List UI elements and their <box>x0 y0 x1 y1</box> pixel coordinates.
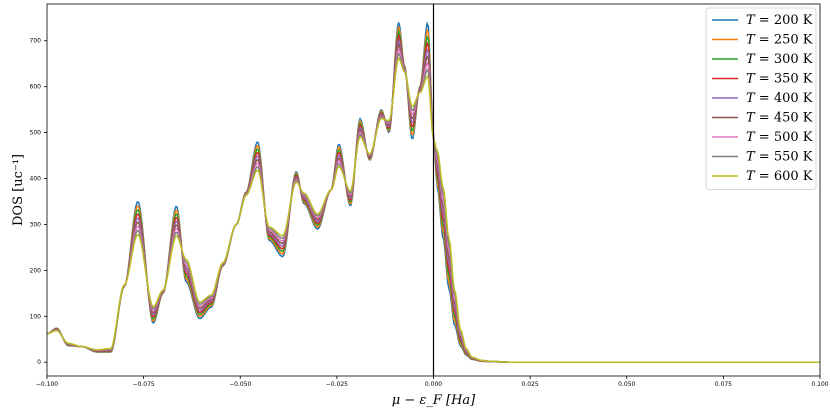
x-axis-label: μ − ε_F [Ha] <box>392 393 476 408</box>
y-tick-label: 600 <box>30 84 42 91</box>
legend-label: T = 250 K <box>746 33 813 48</box>
legend-label-value: = 450 K <box>755 111 813 126</box>
x-tick-label: 0.075 <box>715 381 732 388</box>
legend-label-symbol: T <box>746 150 756 165</box>
y-tick-label: 200 <box>30 267 42 274</box>
legend-label-value: = 300 K <box>755 52 813 67</box>
x-ticks: −0.100 −0.075 −0.050 −0.025 0.000 0.025 0.050 0… <box>36 376 829 388</box>
y-tick-label: 0 <box>37 359 41 366</box>
plot-area <box>47 4 820 376</box>
legend-label-value: = 400 K <box>755 91 813 106</box>
legend-label: T = 350 K <box>746 72 813 87</box>
y-tick-label: 500 <box>30 130 42 137</box>
legend-label: T = 300 K <box>746 52 813 67</box>
legend-label: T = 550 K <box>746 150 813 165</box>
legend-label: T = 500 K <box>746 130 813 145</box>
x-tick-label: 0.100 <box>811 381 828 388</box>
x-tick-label: −0.050 <box>229 381 251 388</box>
legend-label-symbol: T <box>746 169 756 184</box>
y-axis-label: DOS [uc⁻¹] <box>11 154 26 226</box>
legend-label-symbol: T <box>746 130 756 145</box>
x-tick-label: −0.075 <box>133 381 155 388</box>
legend-label-symbol: T <box>746 72 756 87</box>
y-tick-label: 700 <box>30 38 42 45</box>
legend-label-value: = 500 K <box>755 130 813 145</box>
legend-label-symbol: T <box>746 33 756 48</box>
legend-label-symbol: T <box>746 91 756 106</box>
x-tick-label: 0.000 <box>425 381 442 388</box>
legend-label: T = 450 K <box>746 111 813 126</box>
legend-box <box>705 7 817 190</box>
x-tick-label: 0.025 <box>522 381 539 388</box>
y-tick-label: 400 <box>30 176 42 183</box>
legend-label-value: = 350 K <box>755 72 813 87</box>
legend-label-symbol: T <box>746 111 756 126</box>
legend-label-value: = 200 K <box>755 13 813 28</box>
legend-label-value: = 250 K <box>755 33 813 48</box>
legend-label: T = 600 K <box>746 169 813 184</box>
y-tick-label: 100 <box>30 313 42 320</box>
legend-label: T = 200 K <box>746 13 813 28</box>
y-tick-label: 300 <box>30 221 42 228</box>
x-tick-label: −0.025 <box>326 381 348 388</box>
legend-label-symbol: T <box>746 52 756 67</box>
legend-label-symbol: T <box>746 13 756 28</box>
legend-label-value: = 600 K <box>755 169 813 184</box>
legend: T = 200 KT = 250 KT = 300 KT = 350 KT = … <box>705 7 817 190</box>
legend-label: T = 400 K <box>746 91 813 106</box>
legend-label-value: = 550 K <box>755 150 813 165</box>
x-tick-label: −0.100 <box>36 381 58 388</box>
y-ticks: 0 100 200 300 400 500 600 700 <box>30 38 47 366</box>
x-tick-label: 0.050 <box>618 381 635 388</box>
